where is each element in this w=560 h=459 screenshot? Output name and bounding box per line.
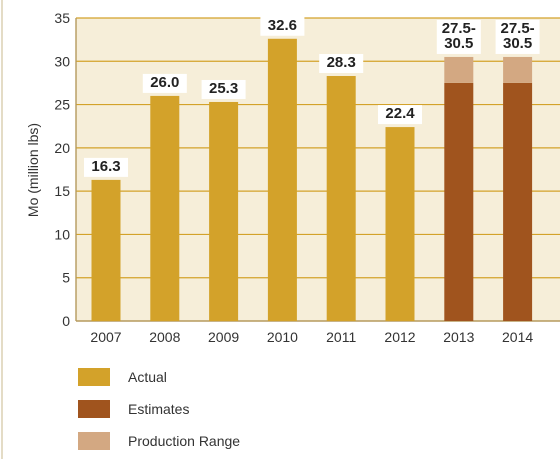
bar-estimate xyxy=(444,82,474,321)
x-tick-labels: 2007 2008 2009 2010 2011 2012 2013 2014 xyxy=(90,329,533,345)
data-label: 27.5- xyxy=(442,20,476,37)
data-label: 22.4 xyxy=(385,105,415,122)
data-label-background xyxy=(142,73,187,93)
legend-swatch xyxy=(78,368,110,386)
x-tick-label: 2012 xyxy=(384,329,415,345)
bar-production-range xyxy=(444,56,474,83)
y-tick-label: 30 xyxy=(54,53,70,69)
bar-actual xyxy=(326,76,356,321)
data-label: 28.3 xyxy=(327,54,356,71)
y-tick-label: 15 xyxy=(54,183,70,199)
bar-production-range xyxy=(503,56,533,83)
x-tick-label: 2013 xyxy=(443,329,474,345)
data-label-background xyxy=(84,157,128,177)
x-tick-label: 2014 xyxy=(502,329,533,345)
legend: Actual Estimates Production Range xyxy=(78,368,240,450)
y-tick-label: 20 xyxy=(54,140,70,156)
x-tick-label: 2011 xyxy=(326,329,356,345)
data-label: 30.5 xyxy=(503,35,532,52)
bar-actual xyxy=(150,95,180,322)
x-tick-label: 2008 xyxy=(149,329,180,345)
data-label: 30.5 xyxy=(444,35,473,52)
data-label: 27.5- xyxy=(500,20,534,37)
data-label-background xyxy=(260,16,305,36)
data-label: 25.3 xyxy=(209,80,238,97)
legend-swatch xyxy=(78,432,110,450)
x-tick-label: 2007 xyxy=(90,329,121,345)
y-tick-label: 10 xyxy=(54,226,70,242)
x-tick-label: 2009 xyxy=(208,329,239,345)
bars xyxy=(91,38,533,322)
y-tick-label: 5 xyxy=(62,270,70,286)
data-label-background xyxy=(378,105,422,125)
legend-swatch xyxy=(78,400,110,418)
bar-actual xyxy=(91,179,121,321)
legend-label: Production Range xyxy=(128,433,240,449)
data-label: 26.0 xyxy=(150,74,179,91)
bar-estimate xyxy=(503,82,533,321)
y-axis-label: Mo (million lbs) xyxy=(25,123,41,217)
data-label-backgrounds xyxy=(84,16,540,177)
y-tick-label: 25 xyxy=(54,97,70,113)
bar-actual xyxy=(385,127,415,321)
y-tick-labels: 0 5 10 15 20 25 30 35 xyxy=(54,10,70,329)
data-labels: 16.326.0 25.332.628.322.427.5-30.527.5-30… xyxy=(91,17,534,175)
x-tick-label: 2010 xyxy=(267,329,298,345)
data-label-background xyxy=(436,19,481,54)
y-tick-label: 0 xyxy=(62,313,70,329)
bar-actual xyxy=(209,101,239,321)
data-label: 16.3 xyxy=(91,158,120,175)
data-label-background xyxy=(201,79,246,99)
plot-area xyxy=(76,18,560,321)
y-tick-label: 35 xyxy=(54,10,70,26)
legend-label: Estimates xyxy=(128,401,189,417)
data-label: 32.6 xyxy=(268,17,297,34)
bar-actual xyxy=(267,38,297,322)
data-label-background xyxy=(319,54,364,74)
data-label-background xyxy=(495,19,540,54)
legend-label: Actual xyxy=(128,369,167,385)
